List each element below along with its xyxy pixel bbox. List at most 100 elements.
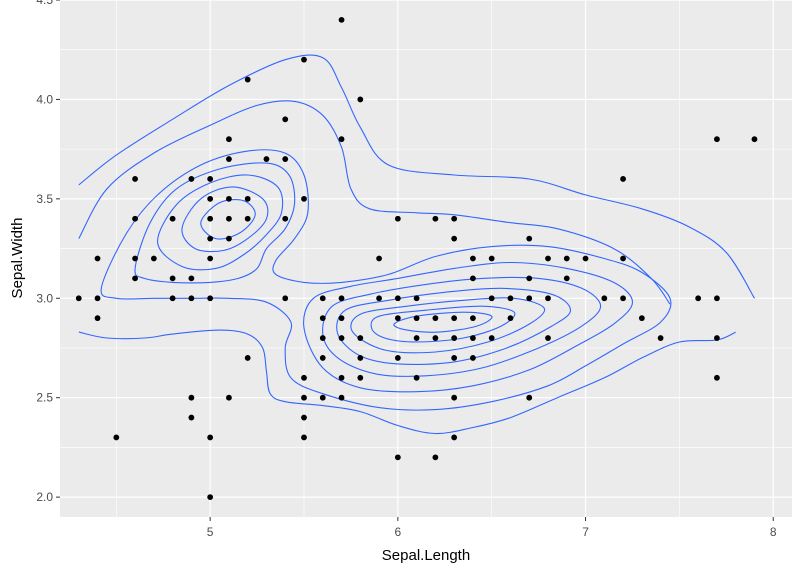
contour-line <box>78 54 755 299</box>
contour-line <box>393 311 493 333</box>
contour-line <box>78 329 736 435</box>
data-point <box>751 136 758 143</box>
contour-line <box>181 186 269 253</box>
data-point <box>207 255 214 262</box>
data-point <box>338 335 345 341</box>
data-point <box>357 96 364 103</box>
data-point <box>338 136 345 143</box>
y-tick-label: 4.0 <box>36 92 53 106</box>
data-point <box>244 195 251 202</box>
data-point <box>207 295 214 302</box>
data-point <box>226 156 232 162</box>
data-point <box>357 335 364 341</box>
data-point <box>188 275 195 282</box>
x-tick-label: 5 <box>207 525 214 539</box>
data-point <box>470 275 476 282</box>
data-points <box>75 16 758 501</box>
data-point <box>526 295 533 302</box>
data-point <box>620 255 626 262</box>
contour-line <box>200 199 256 240</box>
data-point <box>488 295 495 302</box>
data-point <box>244 355 251 361</box>
data-point <box>282 116 289 123</box>
data-point <box>207 195 214 202</box>
data-point <box>451 335 458 341</box>
data-point <box>545 335 551 341</box>
data-point <box>94 315 101 322</box>
y-tick-label: 3.0 <box>36 291 53 305</box>
data-point <box>470 255 476 262</box>
data-point <box>413 335 420 341</box>
data-point <box>470 355 476 361</box>
data-point <box>94 255 101 262</box>
data-point <box>301 434 307 441</box>
major-gridlines <box>60 0 792 517</box>
data-point <box>451 434 458 441</box>
contour-line <box>350 297 546 354</box>
data-point <box>301 195 307 202</box>
data-point <box>207 235 214 242</box>
data-point <box>244 215 251 222</box>
data-point <box>714 136 720 143</box>
data-point <box>357 374 364 381</box>
data-point <box>432 454 439 461</box>
data-point <box>620 295 626 302</box>
data-point <box>488 335 495 341</box>
data-point <box>451 355 458 361</box>
data-point <box>301 56 307 63</box>
data-point <box>470 315 476 322</box>
x-tick-label: 6 <box>395 525 402 539</box>
data-point <box>526 394 533 401</box>
data-point <box>432 335 439 341</box>
data-point <box>132 176 138 182</box>
data-point <box>394 295 401 302</box>
y-tick-label: 2.5 <box>36 391 53 405</box>
plot-panel <box>60 0 792 517</box>
data-point <box>319 295 326 302</box>
data-point <box>150 255 157 262</box>
data-point <box>226 235 232 242</box>
contour-line <box>303 261 634 393</box>
data-point <box>188 394 195 401</box>
data-point <box>451 394 458 401</box>
data-point <box>582 255 589 262</box>
data-point <box>94 295 101 302</box>
data-point <box>432 215 439 222</box>
data-point <box>169 215 176 222</box>
data-point <box>451 215 458 222</box>
data-point <box>282 215 289 222</box>
data-point <box>638 315 645 322</box>
data-point <box>526 275 533 282</box>
data-point <box>319 355 326 361</box>
y-tick-label: 3.5 <box>36 192 53 206</box>
data-point <box>714 295 720 302</box>
data-point <box>132 275 138 282</box>
data-point <box>226 136 232 143</box>
data-point <box>132 215 138 222</box>
data-point <box>226 195 232 202</box>
data-point <box>282 156 289 162</box>
data-point <box>657 335 664 341</box>
data-point <box>338 16 345 23</box>
data-point <box>207 176 214 182</box>
data-point <box>357 355 364 361</box>
data-point <box>507 315 514 322</box>
data-point <box>282 295 289 302</box>
data-point <box>301 414 307 421</box>
data-point <box>338 315 345 322</box>
data-point <box>169 275 176 282</box>
data-point <box>319 335 326 341</box>
data-point <box>714 374 720 381</box>
data-point <box>263 156 270 162</box>
x-tick-label: 7 <box>582 525 589 539</box>
data-point <box>394 454 401 461</box>
minor-gridlines <box>60 0 792 517</box>
y-tick-label: 2.0 <box>36 490 53 504</box>
contour-line <box>336 287 572 365</box>
data-point <box>470 335 476 341</box>
data-point <box>338 374 345 381</box>
data-point <box>319 394 326 401</box>
contour-line <box>78 100 671 305</box>
data-point <box>451 315 458 322</box>
contour-line <box>100 149 672 411</box>
